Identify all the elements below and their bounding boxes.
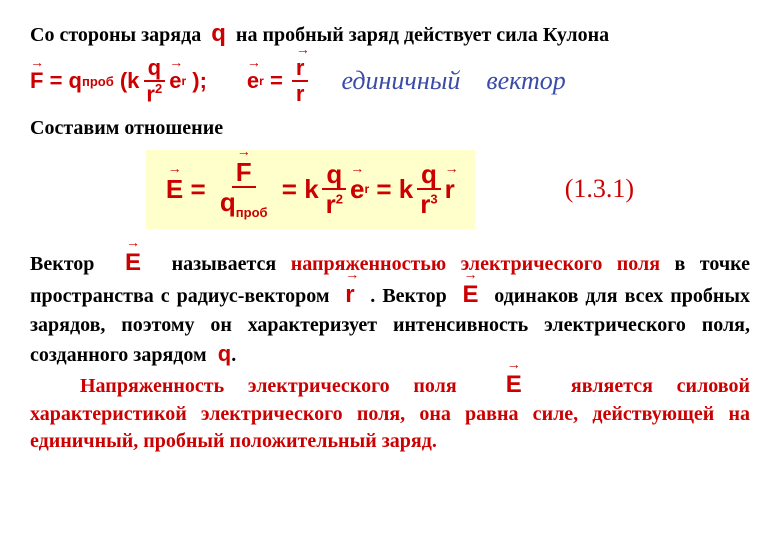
charge-q: q	[211, 20, 226, 47]
coulomb-formula: F = qпроб (k qr2 er );	[30, 56, 207, 107]
charge-q-2: q	[212, 341, 232, 366]
intro-text-b: на пробный заряд действует сила Кулона	[236, 24, 609, 46]
intro-text-a: Со стороны заряда	[30, 24, 201, 46]
compose-label: Составим отношение	[30, 117, 750, 140]
definition-paragraph: Вектор E называется напряженностью элект…	[30, 247, 750, 455]
main-equation-block: E = Fqпроб = k qr2 er = k qr3 r (1.3.1)	[30, 150, 750, 229]
vector-E-1: E	[109, 249, 157, 276]
p1-g: .	[231, 344, 236, 366]
equation-number: (1.3.1)	[565, 174, 634, 204]
vector-r: r	[337, 281, 364, 308]
vector-E-2: E	[454, 281, 487, 308]
coulomb-formula-row: F = qпроб (k qr2 er ); er = rr единичный…	[30, 56, 750, 107]
p1-b: называется	[172, 253, 277, 275]
unit-vector-label: единичный вектор	[341, 66, 565, 96]
vector-E-3: E	[480, 371, 547, 398]
p2-a: Напряженность электрического поля	[80, 375, 457, 397]
p1-a: Вектор	[30, 253, 94, 275]
intro-line: Со стороны заряда q на пробный заряд дей…	[30, 20, 750, 48]
main-equation: E = Fqпроб = k qr2 er = k qr3 r	[146, 150, 475, 229]
unit-vector-formula: er = rr	[247, 56, 312, 106]
p1-e: . Вектор	[370, 285, 446, 307]
